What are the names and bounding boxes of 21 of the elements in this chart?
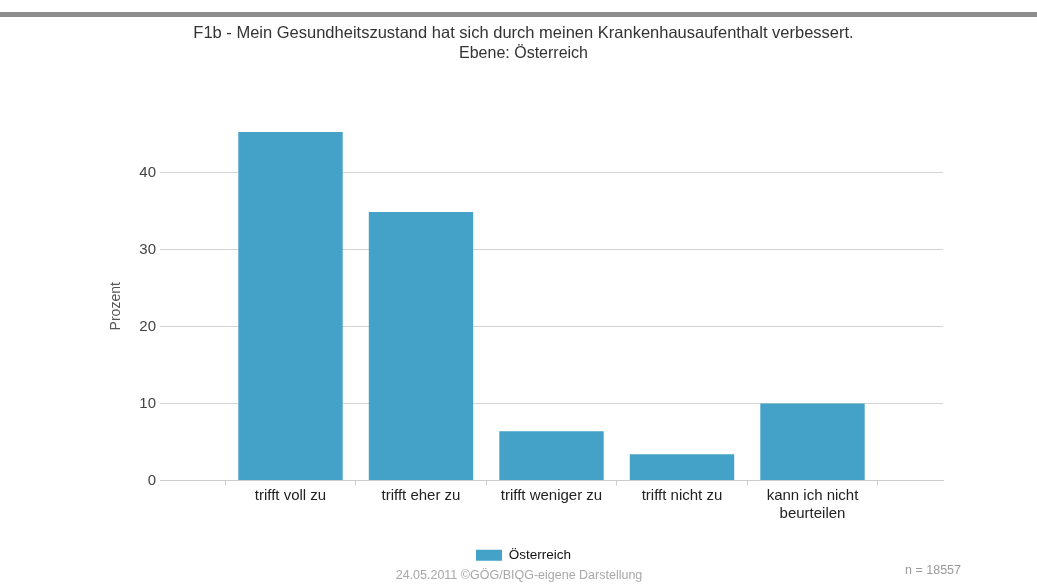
text: n = 18557 <box>905 563 962 578</box>
bar <box>760 403 865 480</box>
y-tick-label: 40 <box>139 162 156 180</box>
y-tick-label: 20 <box>139 316 156 334</box>
x-tick-label: trifft nicht zu <box>641 485 723 503</box>
x-tick-label: kann ich nicht beurteilen <box>766 485 860 521</box>
x-tick-label: trifft voll zu <box>254 485 327 503</box>
y-tick-label: 0 <box>147 470 156 488</box>
chart-subtitle: Ebene: Österreich <box>459 43 588 61</box>
bar <box>629 454 735 480</box>
y-tick-label: 30 <box>139 239 156 257</box>
bar <box>238 132 343 480</box>
bar <box>368 212 474 480</box>
x-tick-label: trifft eher zu <box>381 485 461 503</box>
y-axis-title: Prozent <box>107 282 124 331</box>
y-tick-label: 10 <box>139 393 156 411</box>
chart-title: F1b - Mein Gesundheitszustand hat sich durch meinen Krankenhausaufenthalt verbessert. <box>193 23 854 42</box>
text: 24.05.2011 ©GÖG/BIQG-eigene Darstellung <box>395 568 643 583</box>
x-tick-label: trifft weniger zu <box>500 485 603 503</box>
legend-label: Österreich <box>508 546 572 562</box>
bar <box>499 431 604 480</box>
